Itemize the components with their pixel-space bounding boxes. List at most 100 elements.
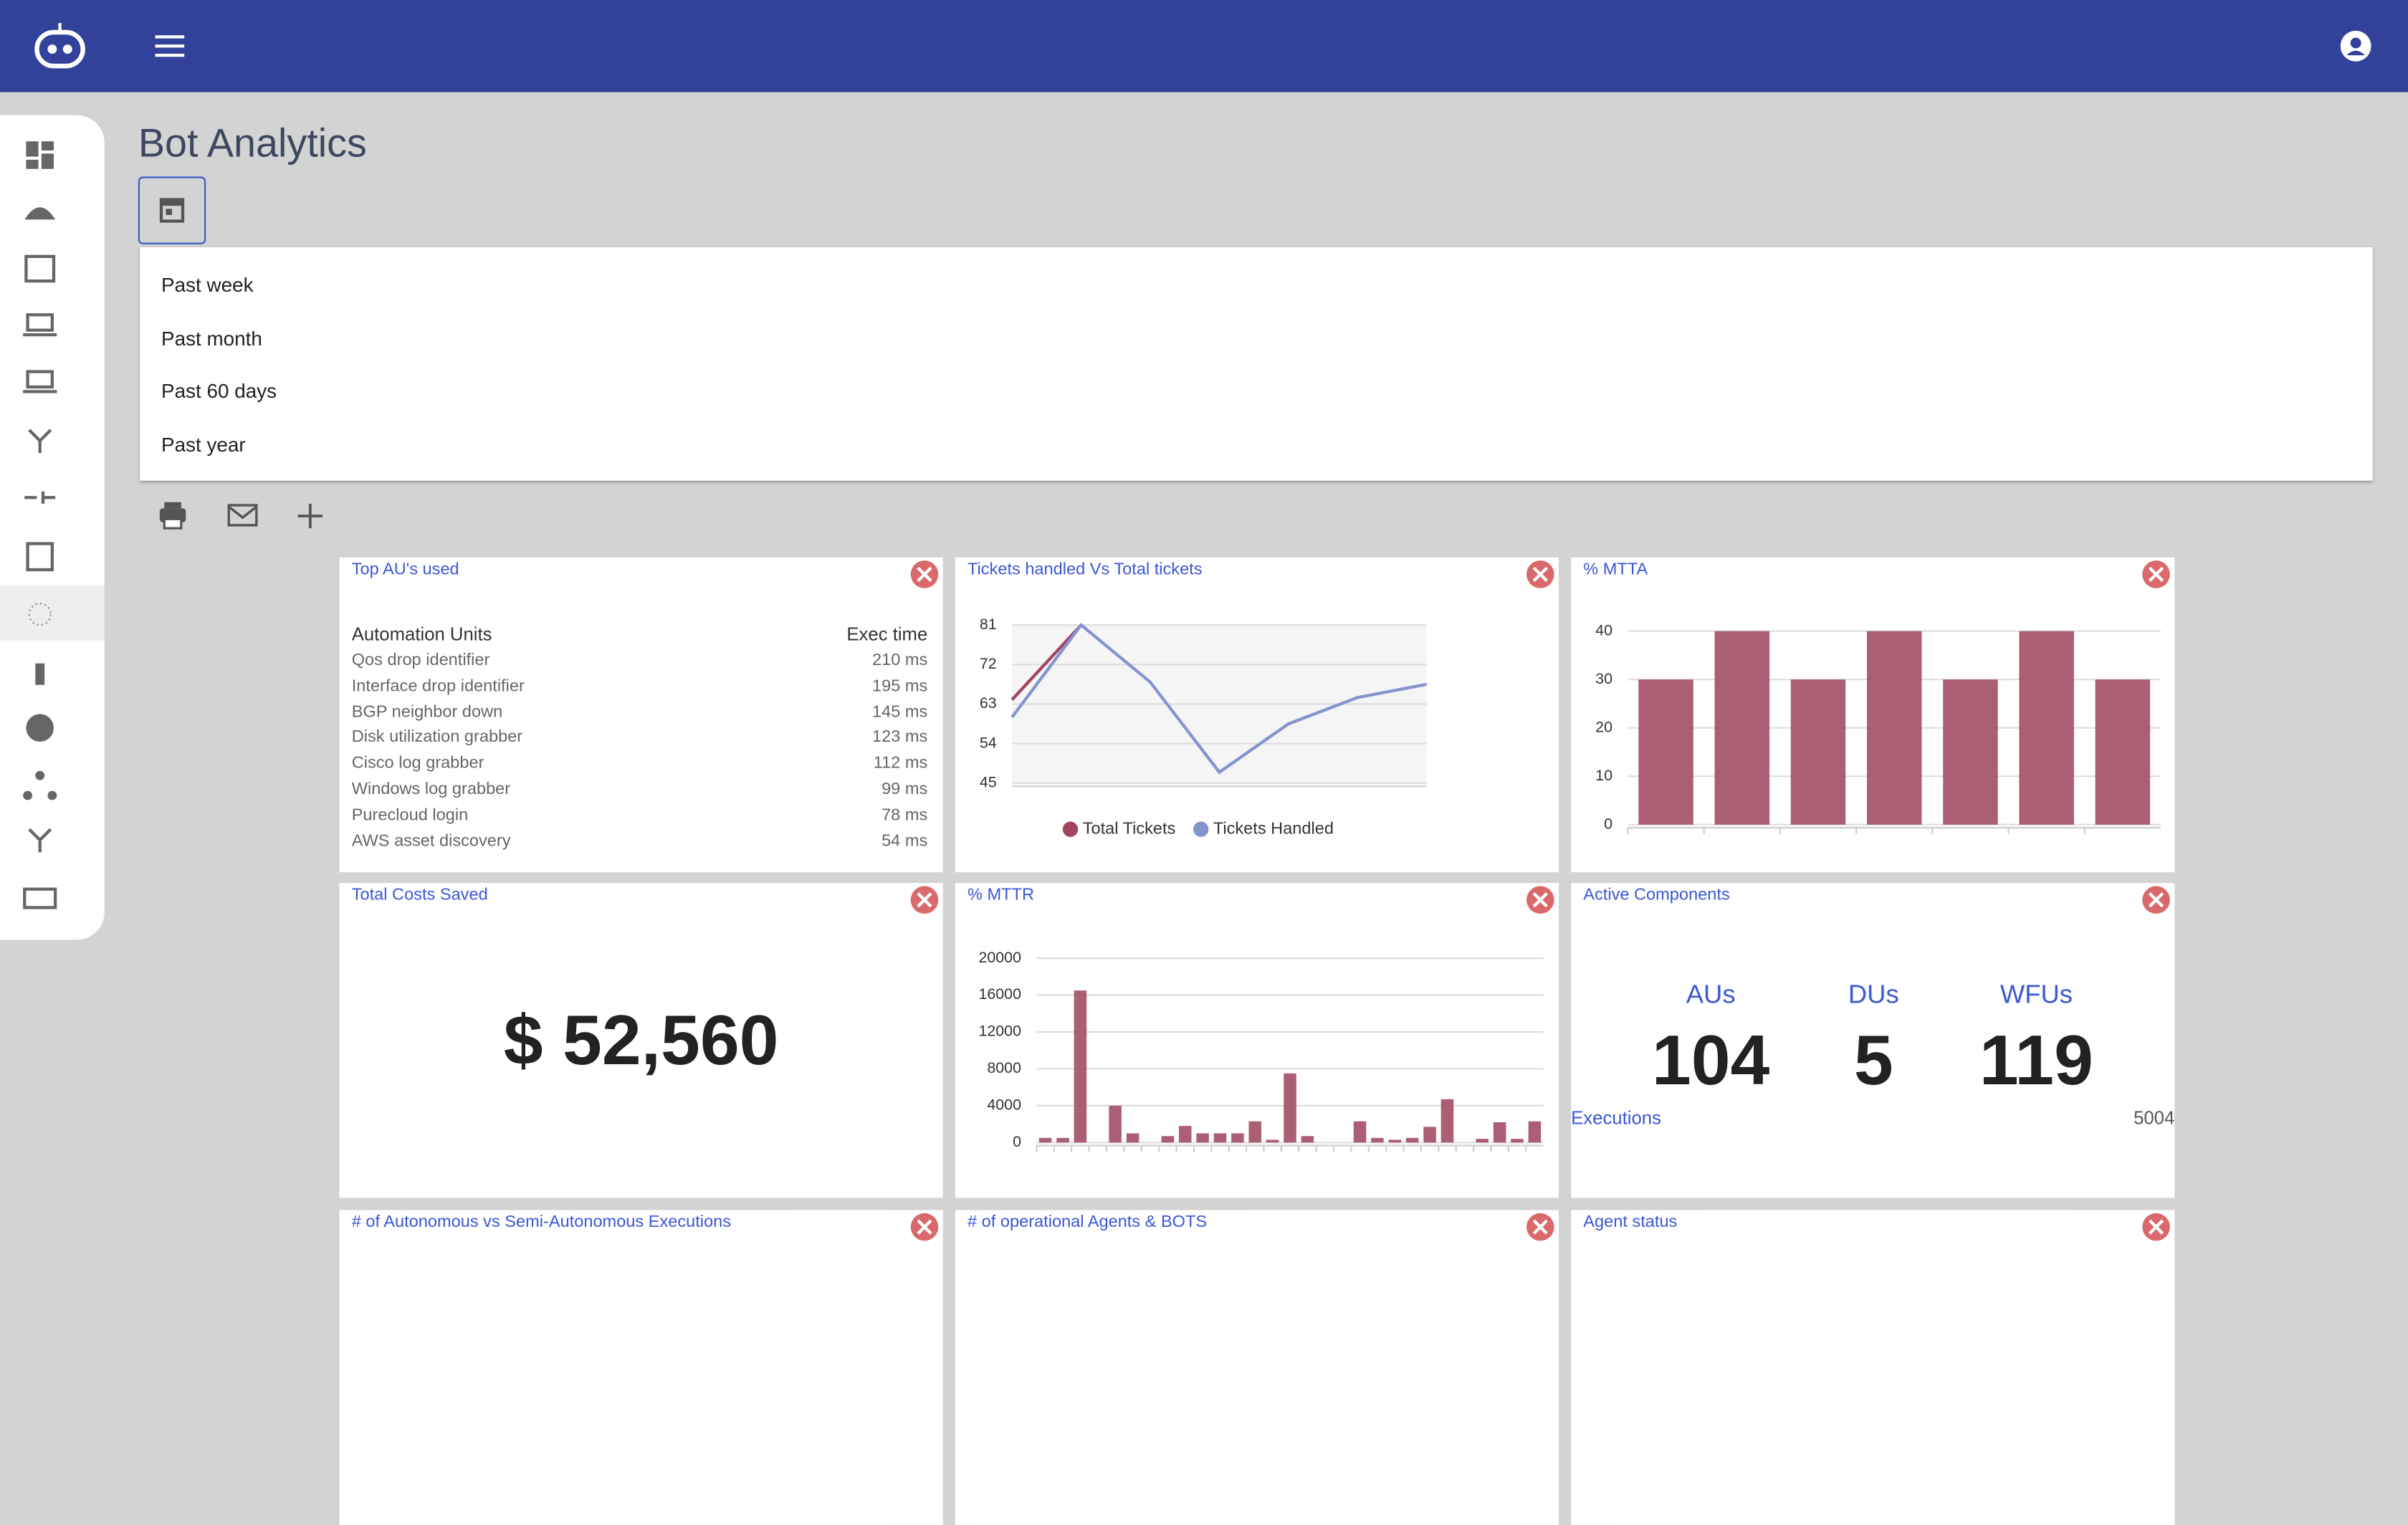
widget-title: % MTTR xyxy=(968,886,1034,905)
y-tick-label: 16000 xyxy=(978,985,1021,1003)
cell: 78 ms xyxy=(882,805,928,825)
bar xyxy=(1388,1139,1402,1143)
top-bar xyxy=(0,0,2408,92)
table-row: Cisco log grabber 112 ms xyxy=(352,755,928,773)
component-label: WFUs xyxy=(2000,980,2073,1009)
widget-title: # of operational Agents & BOTS xyxy=(968,1213,1208,1232)
column-header: Exec time xyxy=(846,623,928,645)
widget-title: Active Components xyxy=(1583,886,1730,905)
legend-label: Total Tickets xyxy=(1083,818,1176,837)
widget: Active Components AUs 104 DUs 5 WFUs 119 Execut… xyxy=(1571,883,2175,1198)
table-row: Interface drop identifier 195 ms xyxy=(352,677,928,696)
date-option[interactable]: Past week xyxy=(161,273,254,297)
cell: 145 ms xyxy=(871,702,928,722)
bar xyxy=(1371,1137,1384,1143)
close-button[interactable] xyxy=(1526,1213,1554,1241)
bar xyxy=(1528,1121,1542,1143)
cell: Cisco log grabber xyxy=(351,754,484,773)
bar xyxy=(1109,1105,1122,1143)
cell: Disk utilization grabber xyxy=(351,728,523,747)
cell: BGP neighbor down xyxy=(351,702,503,722)
cell: Purecloud login xyxy=(351,805,469,825)
legend-label: Tickets Handled xyxy=(1213,818,1334,837)
date-option[interactable]: Past 60 days xyxy=(161,379,277,403)
bar xyxy=(1353,1121,1367,1143)
chart: 0 10 20 30 40 xyxy=(1595,621,2161,834)
table-row: Disk utilization grabber 123 ms xyxy=(352,729,928,747)
close-button[interactable] xyxy=(910,560,939,588)
table-row: Purecloud login 78 ms xyxy=(352,806,928,825)
date-picker-button[interactable] xyxy=(138,176,206,244)
widget: Total Costs Saved $ 52,560 xyxy=(339,883,943,1198)
bar xyxy=(1213,1133,1227,1143)
bar xyxy=(1196,1133,1209,1143)
bar xyxy=(1790,679,1846,825)
y-tick-label: 20 xyxy=(1595,718,1612,735)
bar xyxy=(1301,1136,1314,1143)
widget-title: Agent status xyxy=(1583,1213,1678,1232)
widget: # of operational Agents & BOTS xyxy=(955,1210,1559,1525)
cell: Interface drop identifier xyxy=(351,677,525,696)
close-button[interactable] xyxy=(2142,886,2170,914)
widget-title: Top AU's used xyxy=(351,560,459,579)
close-button[interactable] xyxy=(2142,560,2170,588)
y-tick-label: 63 xyxy=(980,694,997,712)
close-button[interactable] xyxy=(910,1213,939,1241)
line-series xyxy=(1010,623,1083,701)
widget: Tickets handled Vs Total tickets 45 54 63 72… xyxy=(955,557,1559,873)
y-tick-label: 20000 xyxy=(978,949,1021,966)
component-count: 5 xyxy=(1853,1019,1893,1100)
close-button[interactable] xyxy=(1526,560,1554,588)
bar xyxy=(1476,1139,1489,1143)
page-title: Bot Analytics xyxy=(138,120,367,166)
cell: 123 ms xyxy=(871,728,928,747)
bar xyxy=(1231,1133,1244,1143)
date-option[interactable]: Past year xyxy=(161,432,246,456)
bar xyxy=(1126,1133,1140,1143)
toolbar xyxy=(159,502,322,530)
y-tick-label: 72 xyxy=(980,655,997,672)
widget-title: Total Costs Saved xyxy=(351,886,488,905)
y-tick-label: 0 xyxy=(1013,1133,1021,1150)
executions-count: 5004 xyxy=(2134,1107,2175,1129)
cell: 210 ms xyxy=(871,651,928,670)
bar xyxy=(1266,1139,1279,1143)
table-row: Windows log grabber 99 ms xyxy=(352,780,928,799)
legend-swatch xyxy=(1193,821,1209,837)
nav-icons xyxy=(0,141,105,909)
component-label: DUs xyxy=(1848,980,1899,1009)
bar xyxy=(1511,1139,1524,1143)
y-tick-label: 54 xyxy=(980,734,997,751)
close-button[interactable] xyxy=(910,886,939,914)
sidebar xyxy=(0,115,105,940)
logo xyxy=(34,23,85,69)
y-tick-label: 0 xyxy=(1604,815,1612,832)
cell: 99 ms xyxy=(882,780,928,799)
account-button[interactable] xyxy=(2340,30,2371,62)
table-header: Automation Units Exec time xyxy=(352,623,928,645)
close-button[interactable] xyxy=(2142,1213,2170,1241)
widget: % MTTR 0 4000 8000 12000 16000 20000 xyxy=(955,883,1559,1198)
y-tick-label: 81 xyxy=(980,616,997,633)
add-button[interactable] xyxy=(297,503,322,529)
widget-title: Tickets handled Vs Total tickets xyxy=(968,560,1203,579)
cell: 112 ms xyxy=(873,754,928,773)
component-count: 119 xyxy=(1979,1019,2093,1100)
cell: Qos drop identifier xyxy=(351,651,490,670)
bar xyxy=(1056,1137,1069,1143)
bar xyxy=(1248,1121,1262,1143)
bar xyxy=(2095,679,2151,825)
line-series xyxy=(1010,623,1428,775)
widget: % MTTA 0 10 20 30 40 xyxy=(1571,557,2175,873)
close-button[interactable] xyxy=(1526,886,1554,914)
bar xyxy=(1638,679,1693,825)
menu-button[interactable] xyxy=(155,34,186,58)
y-tick-label: 4000 xyxy=(987,1096,1021,1114)
widget-title: % MTTA xyxy=(1583,560,1648,579)
legend-swatch xyxy=(1062,821,1079,837)
date-option[interactable]: Past month xyxy=(161,326,262,350)
email-button[interactable] xyxy=(227,504,258,527)
bar xyxy=(1038,1137,1052,1143)
print-button[interactable] xyxy=(159,502,186,530)
y-tick-label: 30 xyxy=(1595,670,1612,687)
